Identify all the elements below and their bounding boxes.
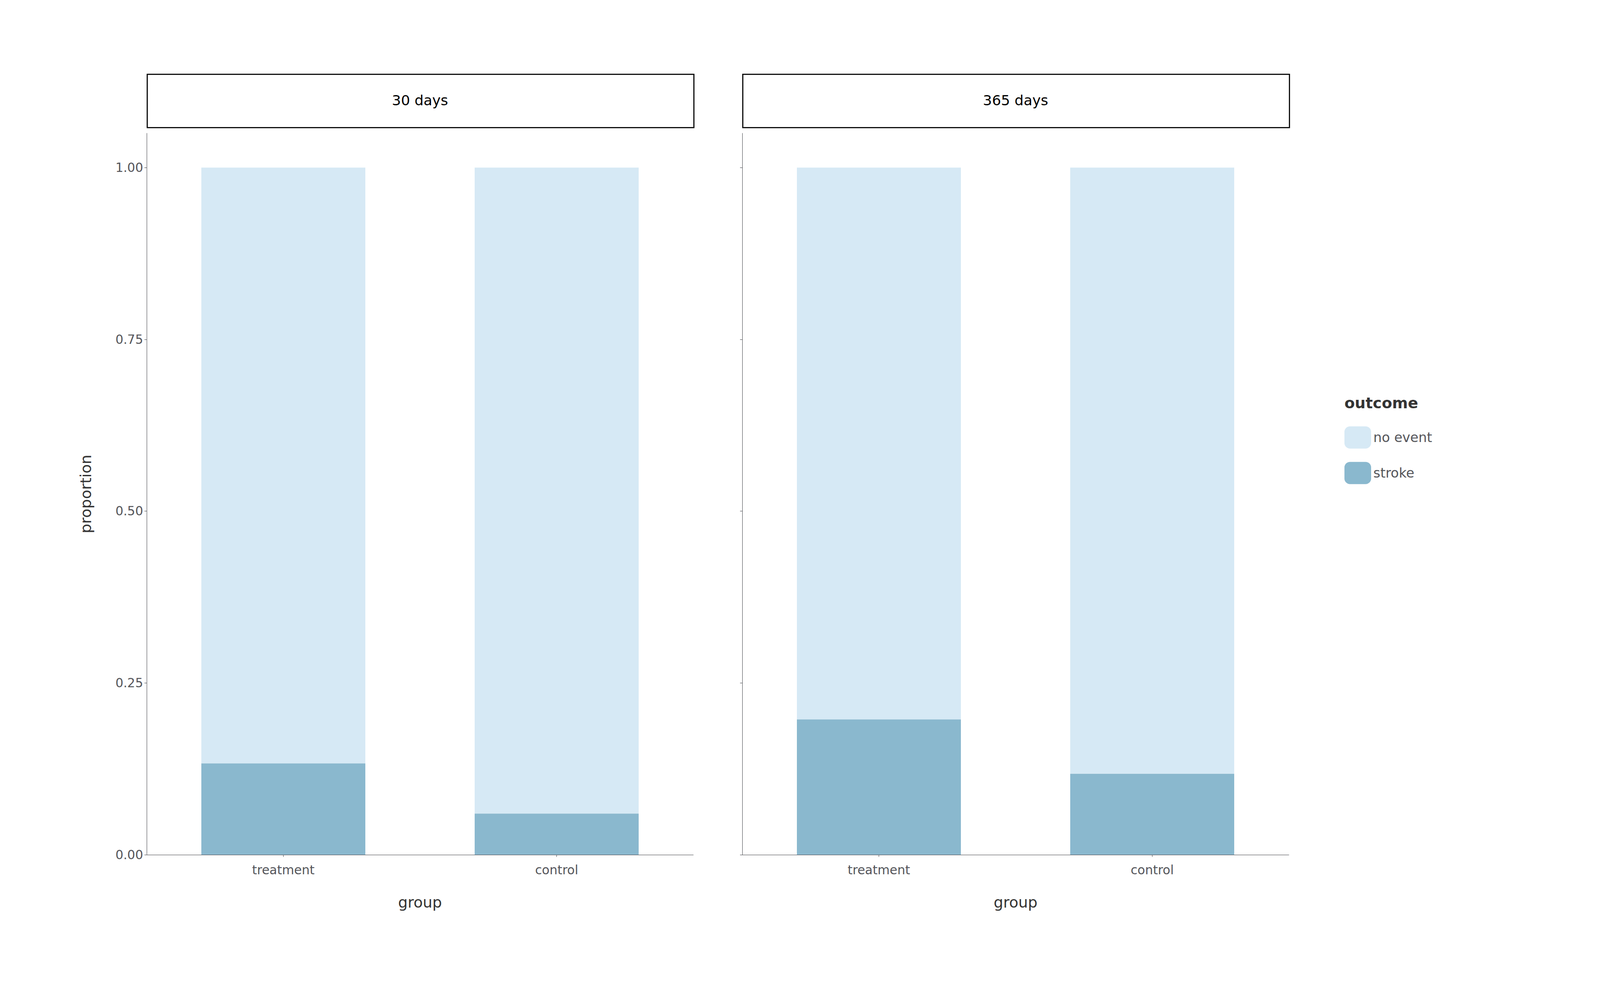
svg-text:control: control xyxy=(1130,863,1174,878)
svg-text:365 days: 365 days xyxy=(983,92,1049,109)
svg-text:control: control xyxy=(535,863,579,878)
svg-text:0.50: 0.50 xyxy=(115,504,144,519)
svg-text:treatment: treatment xyxy=(847,863,910,878)
svg-text:treatment: treatment xyxy=(252,863,315,878)
svg-text:group: group xyxy=(993,893,1038,912)
svg-text:0.00: 0.00 xyxy=(115,848,144,863)
svg-text:stroke: stroke xyxy=(1373,465,1415,481)
svg-text:group: group xyxy=(398,893,443,912)
svg-text:no event: no event xyxy=(1373,429,1433,446)
svg-text:0.75: 0.75 xyxy=(115,332,144,348)
svg-text:30 days: 30 days xyxy=(392,92,448,109)
svg-text:1.00: 1.00 xyxy=(115,160,144,176)
svg-text:outcome: outcome xyxy=(1344,394,1419,412)
svg-text:proportion: proportion xyxy=(76,454,95,534)
svg-text:0.25: 0.25 xyxy=(115,676,144,691)
